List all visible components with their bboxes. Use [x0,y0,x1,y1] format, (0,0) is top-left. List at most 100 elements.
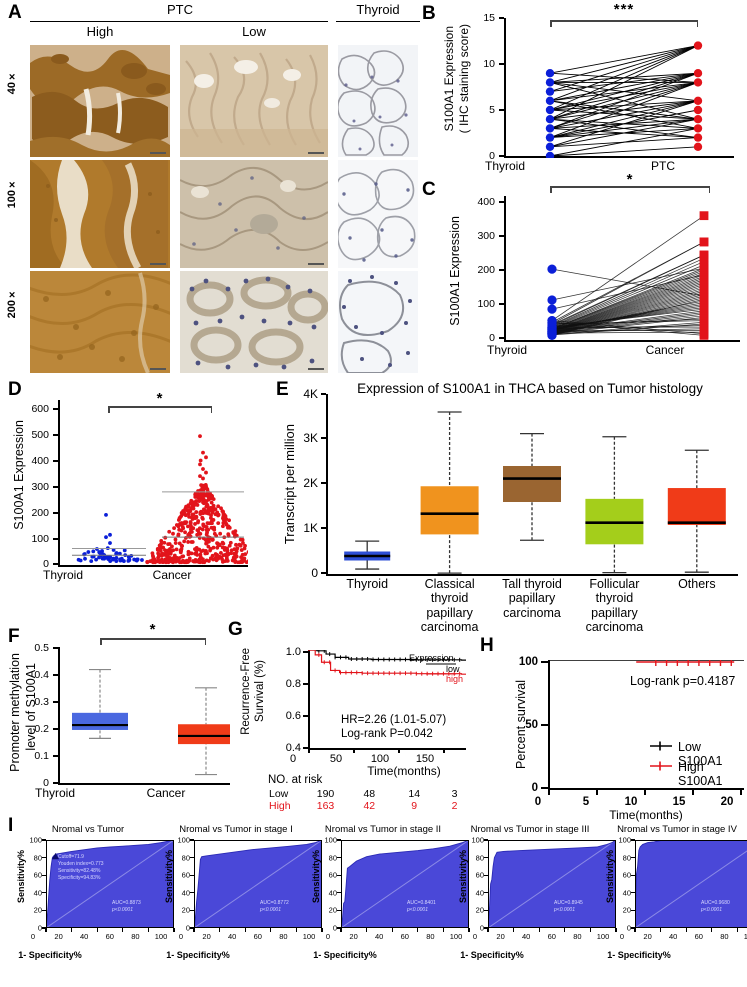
roc-0-xtickmark [70,928,73,932]
cat1-l3: carcinoma [420,620,479,635]
panel-b-x-axis [504,156,734,158]
risk-high-v1: 42 [363,800,376,812]
panel-g-ylabel-04: 0.4 [285,742,301,754]
panel-g-legend-low: low [446,664,460,674]
cat3-l1: thyroid [595,591,634,606]
roc-plot-0: Nromal vs Tumor Sensitivity% 1- Specificit… [12,812,175,987]
roc-1-ytick-0: 0 [185,923,190,933]
panel-b-ylabel-0: 0 [489,150,495,162]
panel-d-y-axis [58,400,60,565]
roc-frame-2 [341,840,469,928]
panel-e-boxplot [344,411,726,574]
panel-g-ylabel-10: 1.0 [285,646,301,658]
panel-g-ylabel-06: 0.6 [285,710,301,722]
roc-auc-2: AUC=0.8401 p<0.0001 [407,900,436,914]
roc-frame-4 [635,840,747,928]
cat0-l0: Thyroid [346,577,389,591]
roc-2-xtick-0: 0 [325,932,331,941]
roc-0-xtickmark [147,928,150,932]
panel-f-ylabel-04: 0.4 [34,669,49,681]
panel-a-row-40x: 40× [6,70,18,95]
roc-2-xtick-60: 60 [400,932,409,941]
roc-3-xtick-40: 40 [522,932,531,941]
roc-1-xtickmark [218,928,221,932]
panel-c-ylabel-100: 100 [477,298,495,310]
risk-high-label: High [269,800,291,812]
panel-h-xlabel-0: 0 [534,796,542,808]
panel-h-xtick-10 [644,788,647,795]
panel-h-xlabel-15: 15 [672,796,686,808]
micrograph-ptc-high-200x [30,271,170,373]
roc-4-ytickmark [631,892,635,894]
roc-0-ytickmark [42,909,46,912]
roc-4-ytick-100: 100 [618,835,631,845]
panel-e-cat-0: Thyroid [326,577,408,617]
roc-3-ytickmark [484,856,488,859]
panel-a-group-ptc: PTC [167,2,193,17]
panel-e-ylabel-2k: 2K [303,476,318,490]
panel-d-ytick-100 [53,538,58,540]
panel-g-ytick-08 [303,683,308,685]
panel-d-ytick-600 [53,408,58,410]
roc-1-ytickmark [190,892,194,894]
roc-2-xtickmark [417,928,419,932]
panel-f-ylabel-0: 0 [43,777,49,789]
roc-0-ytickmark [42,856,46,859]
roc-cutoff-0: Cutoff=71.9 Youden index=0.773 Sensitivity… [58,854,104,882]
panel-f-ytick-04 [53,674,58,676]
panel-b-ylabel-10: 10 [483,58,495,70]
roc-p-value-1: p<0.0001 [260,907,281,913]
panel-d-ylabel-300: 300 [31,481,49,493]
panel-f-ytick-01 [53,755,58,757]
panel-b-ylabel-1: S100A1 Expression [442,26,456,132]
roc-3-xtickmark [564,928,566,932]
roc-auc-value-2: AUC=0.8401 [407,900,436,906]
panel-d-ytick-200 [53,512,58,514]
cat3-l2: papillary [591,605,638,620]
panel-d-ylabel-100: 100 [31,533,49,545]
roc-3-xtickmark [512,928,515,932]
panel-c-sig-bar [550,186,710,194]
roc-4-ytickmark [631,839,635,841]
panel-c-ylabel-200: 200 [477,264,495,276]
panel-g-legend-title: Expression [409,653,454,663]
roc-plot-4: Nromal vs Tumor in stage IV Sensitivity% 1… [601,812,747,987]
roc-2-ytickmark [337,909,341,912]
roc-3-ytickmark [484,892,488,894]
roc-plot-1: Nromal vs Tumor in stage I Sensitivity% 1-… [160,812,323,987]
micrograph-ptc-high-40x [30,45,170,157]
panel-d-plot [72,434,248,565]
roc-2-ytickmark [337,839,341,841]
panel-c-ytick-0 [499,337,504,339]
roc-0-ytickmark [42,892,46,894]
panel-h-km-plot [548,660,744,666]
panel-e-xlabels: Thyroid Classical thyroid papillary carc… [326,577,738,634]
roc-plot-3: Nromal vs Tumor in stage III Sensitivity%… [454,812,617,987]
roc-4-xtickmark [659,928,662,932]
panel-f-ytick-05 [53,647,58,649]
roc-0-ytick-0: 0 [37,923,42,933]
roc-frame-0 [46,840,174,928]
panel-d-ytick-300 [53,486,58,488]
roc-xlabel-3: 1- Specificity% [460,950,524,960]
panel-g-xtick-0 [308,748,310,753]
roc-1-xtick-100: 100 [302,932,316,941]
roc-frame-3 [488,840,616,928]
panel-h-xtick-20 [740,788,743,795]
panel-f-xlabel-thyroid: Thyroid [34,786,75,800]
roc-4-xtick-0: 0 [619,932,625,941]
risk-low-v1: 48 [363,788,376,800]
roc-2-xtick-100: 100 [449,932,463,941]
panel-g-hr: HR=2.26 (1.01-5.07) [341,714,447,726]
roc-cutoff-line-0: Cutoff=71.9 [58,854,84,860]
panel-d-ylabel-0: 0 [43,558,49,570]
panel-c-ytick-100 [499,303,504,305]
roc-3-ytickmark [484,839,488,841]
panel-f-significance: * [149,621,157,638]
roc-auc-3: AUC=0.8945 p<0.0001 [554,900,583,914]
roc-xlabel-0: 1- Specificity% [18,950,82,960]
panel-c-ytick-300 [499,235,504,237]
scale-bar [308,152,324,154]
panel-e: E Expression of S100A1 in THCA based on … [240,378,747,634]
roc-4-xtick-80: 80 [720,932,729,941]
